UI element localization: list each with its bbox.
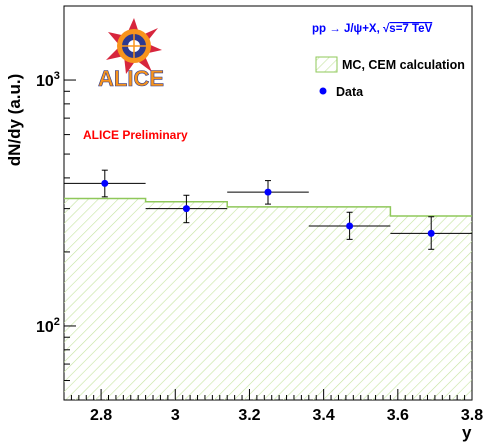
process-label-main: pp → J/ψ+X, — [312, 23, 383, 35]
x-axis-title: y — [462, 423, 472, 442]
x-tick-label-4: 3.6 — [387, 407, 409, 424]
x-tick-label-0: 2.8 — [90, 407, 112, 424]
axes: 2.8 3 3.2 3.4 3.6 3.8 102 103 — [36, 5, 483, 424]
mc-bin-1 — [145, 201, 228, 400]
x-tick-label-1: 3 — [171, 407, 180, 424]
mc-bin-2 — [227, 206, 391, 400]
y-axis-title: dN/dy (a.u.) — [5, 74, 24, 167]
mc-bin-0 — [64, 198, 146, 400]
data-series — [64, 169, 472, 250]
data-marker-1 — [182, 205, 190, 213]
legend-data-label: Data — [336, 85, 364, 99]
legend-mc-label: MC, CEM calculation — [342, 58, 465, 72]
x-tick-label-5: 3.8 — [461, 407, 483, 424]
x-tick-label-3: 3.4 — [313, 407, 335, 424]
mc-histogram — [64, 197, 472, 400]
alice-logo-text: ALICE — [98, 66, 164, 91]
legend-data-marker — [319, 87, 327, 95]
mc-outline — [64, 197, 472, 217]
x-tick-label-2: 3.2 — [238, 407, 260, 424]
data-marker-0 — [101, 179, 109, 187]
data-point-4 — [390, 216, 472, 250]
data-marker-2 — [264, 188, 272, 196]
preliminary-label: ALICE Preliminary — [83, 128, 188, 142]
data-point-0 — [64, 169, 146, 198]
data-marker-4 — [427, 229, 435, 237]
y-tick-label-1: 103 — [36, 70, 60, 90]
alice-logo-emblem — [106, 18, 162, 74]
data-marker-3 — [346, 222, 354, 230]
data-point-3 — [308, 211, 391, 240]
legend: MC, CEM calculation Data — [315, 56, 465, 99]
legend-mc-swatch — [315, 56, 338, 73]
data-point-1 — [145, 194, 228, 224]
process-label: pp → J/ψ+X, √s=7 TeV — [312, 22, 433, 35]
alice-logo: ALICE — [98, 18, 164, 91]
y-tick-label-0: 102 — [36, 316, 60, 336]
data-point-2 — [227, 180, 309, 205]
process-label-sqrt: √ — [383, 22, 390, 35]
process-label-energy: s=7 TeV — [389, 23, 432, 35]
